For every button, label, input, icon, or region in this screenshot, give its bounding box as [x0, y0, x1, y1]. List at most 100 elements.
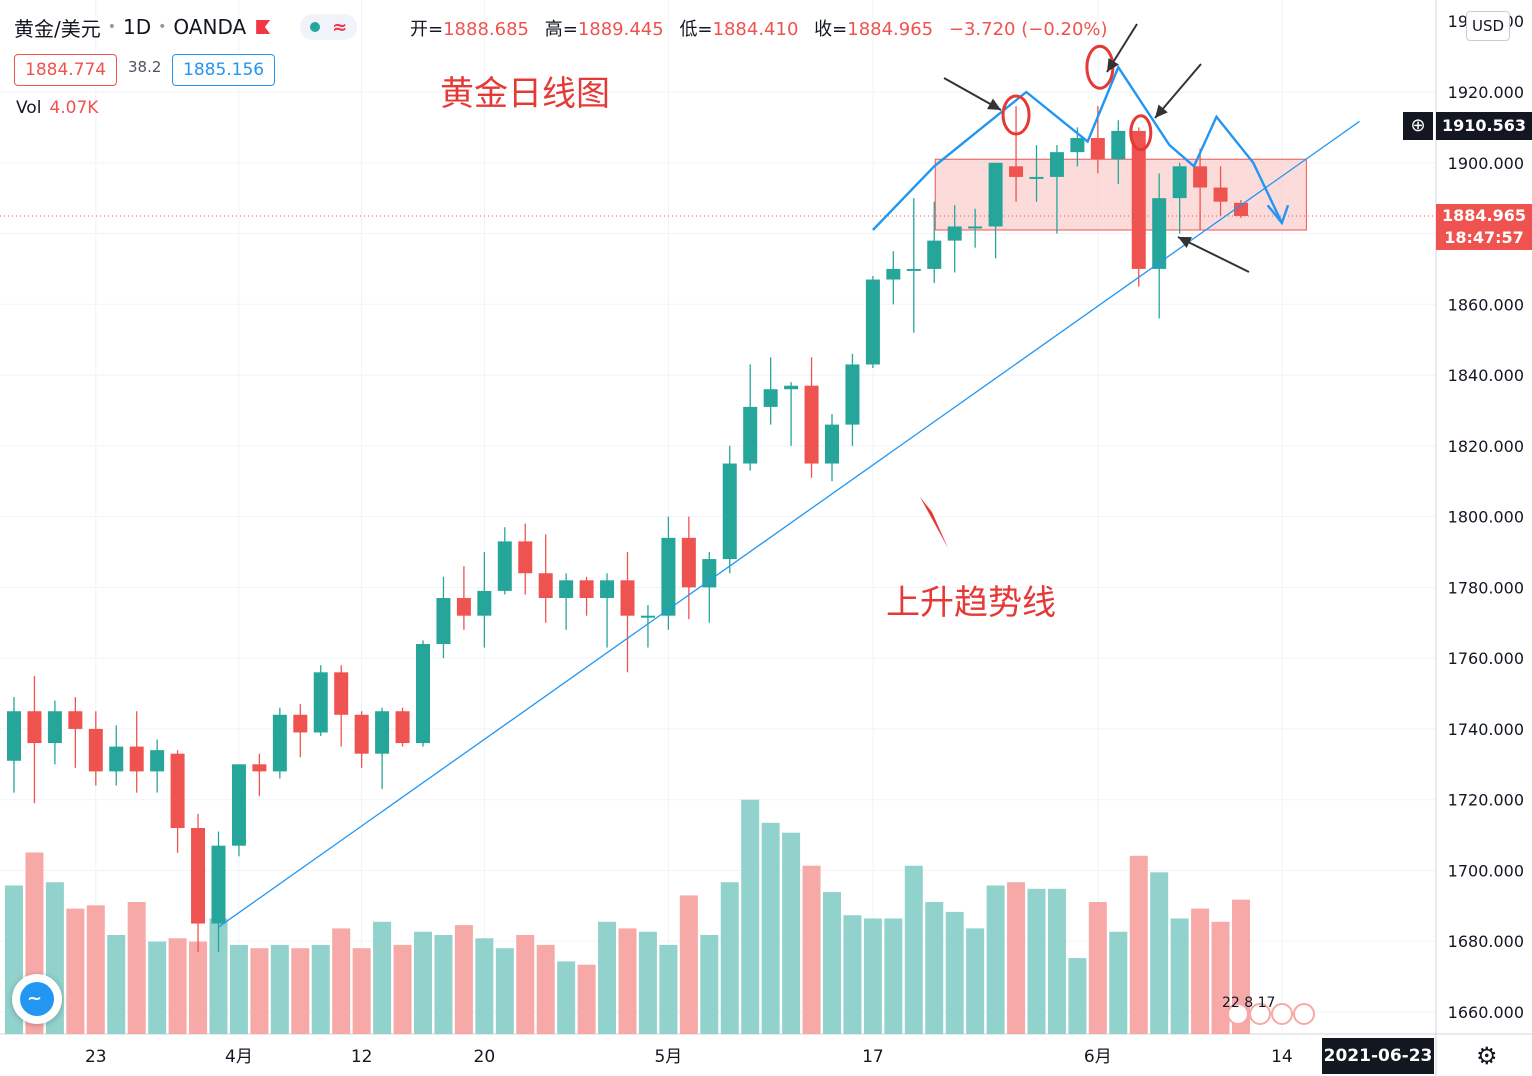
volume-bar	[1007, 882, 1026, 1034]
candle-body	[191, 828, 206, 924]
volume-legend[interactable]: Vol 4.07K	[16, 98, 98, 118]
volume-bar	[495, 948, 514, 1034]
candle-body	[538, 573, 553, 598]
volume-bar	[1109, 931, 1128, 1034]
volume-bar	[454, 925, 473, 1034]
volume-bar	[557, 961, 576, 1034]
time-tick-label: 23	[85, 1047, 107, 1067]
volume-bar	[966, 928, 985, 1034]
candle-body	[252, 764, 267, 772]
volume-bar	[659, 944, 678, 1034]
volume-bar	[352, 948, 371, 1034]
price-tick-label: 1760.000	[1448, 649, 1524, 668]
annotation-arrow-head	[987, 98, 1001, 110]
candle-body	[1152, 198, 1167, 269]
time-tick-label: 17	[862, 1047, 884, 1067]
price-tick-label: 1860.000	[1448, 295, 1524, 314]
rising-trendline	[218, 120, 1360, 928]
volume-bar	[270, 944, 289, 1034]
crosshair-price-label: 1910.563	[1436, 112, 1532, 140]
candle-body	[7, 711, 21, 761]
volume-bar	[1150, 872, 1169, 1034]
annotation-arrow-head	[1107, 58, 1119, 72]
symbol-name[interactable]: 黄金/美元	[14, 16, 101, 41]
candle-body	[129, 746, 144, 772]
candle-body	[88, 728, 103, 772]
volume-bar	[475, 938, 494, 1034]
buy-price-button[interactable]: 1885.156	[172, 54, 276, 86]
candle-body	[804, 385, 819, 464]
candle-body	[1234, 202, 1248, 216]
candle-body	[1172, 166, 1187, 199]
annotation-trendline-label[interactable]: 上升趋势线	[886, 583, 1056, 623]
price-tick-label: 1920.000	[1448, 83, 1524, 102]
zigzag-arrowhead	[1266, 204, 1290, 226]
time-tick-label: 6月	[1084, 1047, 1112, 1067]
candle-body	[293, 714, 308, 733]
event-flag-icon	[1249, 1003, 1271, 1025]
volume-bar	[1088, 902, 1107, 1034]
last-price-value: 1884.965	[1441, 206, 1526, 225]
price-tick-label: 1840.000	[1448, 366, 1524, 385]
annotation-title[interactable]: 黄金日线图	[440, 74, 610, 114]
volume-bar	[66, 908, 85, 1034]
volume-bar	[1047, 888, 1066, 1034]
candle-body	[231, 764, 246, 846]
candle-body	[477, 590, 492, 616]
time-tick-label: 12	[351, 1047, 373, 1067]
candle-body	[1090, 138, 1105, 160]
volume-bar	[1191, 908, 1210, 1034]
volume-bar	[209, 918, 228, 1034]
time-tick-label: 20	[474, 1047, 496, 1067]
market-status-pill[interactable]: ≈	[300, 14, 358, 40]
annotation-arrow-shaft	[1177, 236, 1250, 273]
price-tick-label: 1700.000	[1448, 861, 1524, 880]
volume-bar	[700, 935, 719, 1034]
tradingview-logo-icon[interactable]: ~	[12, 974, 62, 1024]
candle-body	[375, 711, 390, 754]
candle-body	[947, 226, 962, 241]
currency-button[interactable]: USD	[1466, 11, 1510, 41]
candle-body	[518, 541, 533, 574]
volume-bar	[986, 885, 1005, 1034]
volume-bar	[904, 865, 923, 1034]
candle-body	[579, 580, 594, 598]
candle-body	[211, 845, 226, 924]
countdown-value: 18:47:57	[1444, 228, 1524, 247]
volume-bar	[884, 918, 903, 1034]
volume-bar	[925, 902, 944, 1034]
volume-bar	[823, 892, 841, 1034]
volume-bar	[638, 931, 657, 1034]
candle-body	[743, 406, 758, 464]
volume-bar	[1129, 855, 1148, 1034]
candle-body	[886, 268, 901, 280]
volume-bar	[332, 928, 351, 1034]
economic-events-markers[interactable]: 22 8 17	[1222, 995, 1276, 1011]
volume-bar	[863, 918, 882, 1034]
gear-icon[interactable]: ⚙	[1476, 1042, 1498, 1070]
sell-price-button[interactable]: 1884.774	[14, 54, 118, 86]
candle-body	[27, 711, 42, 744]
price-tick-label: 1780.000	[1448, 578, 1524, 597]
volume-bar	[577, 964, 596, 1034]
candle-body	[763, 389, 778, 407]
flag-icon[interactable]	[256, 20, 271, 34]
price-tick-label: 1800.000	[1448, 508, 1524, 527]
time-tick-label: 5月	[654, 1047, 682, 1067]
candle-body	[640, 615, 655, 618]
symbol-header[interactable]: 黄金/美元 • 1D • OANDA ≈	[14, 12, 358, 42]
zigzag-projection	[872, 64, 1283, 231]
candle-body	[1131, 130, 1146, 269]
top-marker-ellipse	[1001, 94, 1031, 136]
event-flag-icon	[1227, 1003, 1249, 1025]
volume-bar	[393, 944, 412, 1034]
close-value: 1884.965	[847, 19, 934, 40]
interval-label[interactable]: 1D	[123, 15, 152, 39]
add-plus-icon[interactable]: ⊕	[1403, 112, 1433, 140]
price-tick-label: 1900.000	[1448, 154, 1524, 173]
price-tick-label: 1680.000	[1448, 932, 1524, 951]
candle-body	[1070, 138, 1085, 153]
candle-body	[845, 364, 860, 425]
candle-body	[354, 714, 369, 754]
